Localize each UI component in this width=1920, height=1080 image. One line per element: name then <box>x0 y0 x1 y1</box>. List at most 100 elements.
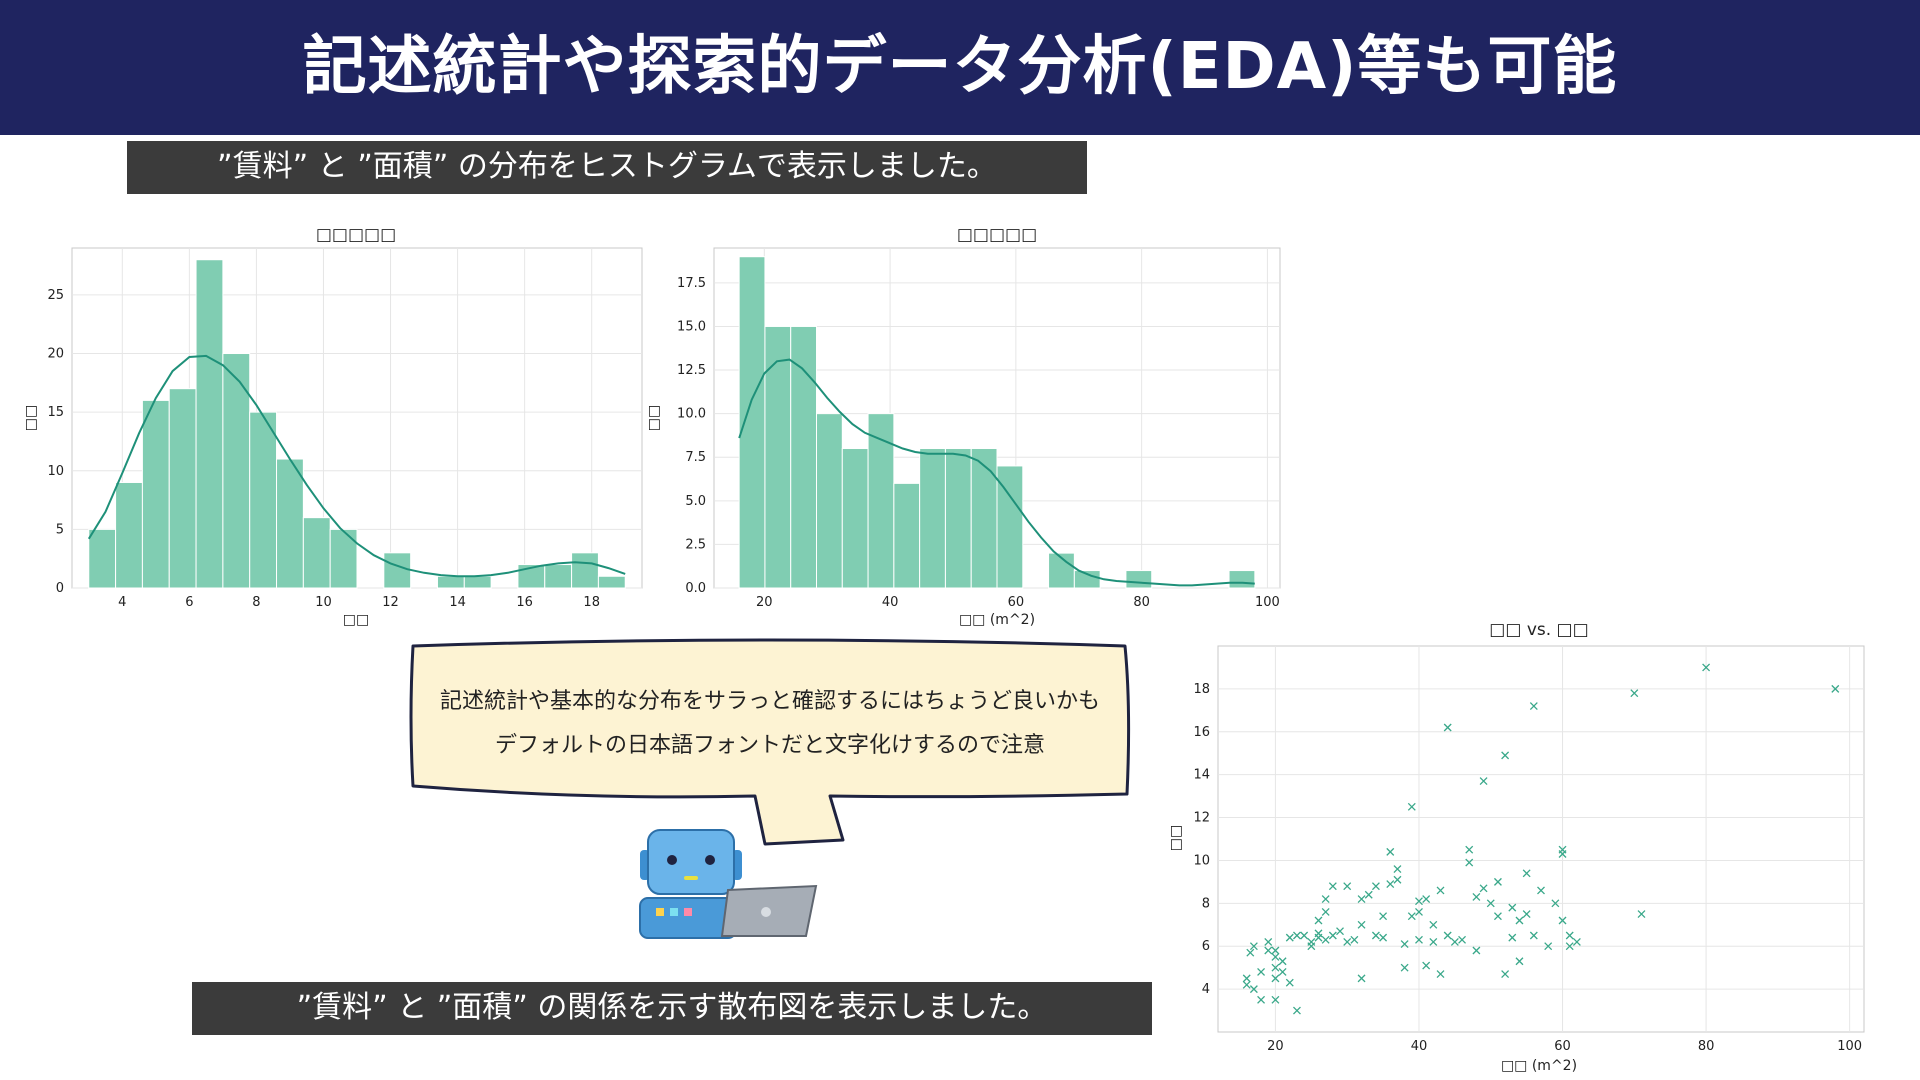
scatter-point <box>1246 948 1255 957</box>
scatter-point <box>1285 978 1294 987</box>
histogram-bar <box>276 458 304 589</box>
scatter-point <box>1493 912 1502 921</box>
scatter-point <box>1422 961 1431 970</box>
scatter-point <box>1572 937 1581 946</box>
scatter-marker-stroke <box>1271 946 1280 955</box>
scatter-marker-stroke <box>1436 886 1445 895</box>
scatter-point <box>1257 967 1266 976</box>
scatter-point <box>1278 957 1287 966</box>
scatter-marker-stroke <box>1493 912 1502 921</box>
x-tick-label: 60 <box>1554 1039 1571 1054</box>
histogram-bar <box>970 448 998 589</box>
y-tick-label: 2.5 <box>685 537 706 552</box>
scatter-point <box>1314 929 1323 938</box>
scatter-point <box>1429 920 1438 929</box>
histogram-bar <box>115 481 143 589</box>
scatter-marker-stroke <box>1422 895 1431 904</box>
scatter-point <box>1393 875 1402 884</box>
scatter-point <box>1271 963 1280 972</box>
scatter-point <box>1422 895 1431 904</box>
histogram-bar <box>302 517 331 589</box>
scatter-marker-stroke <box>1522 869 1531 878</box>
scatter-marker-stroke <box>1515 957 1524 966</box>
y-tick-label: 8 <box>1202 896 1210 911</box>
histogram-bar <box>944 448 972 589</box>
y-tick-label: 10 <box>1193 853 1210 868</box>
scatter-marker-stroke <box>1400 940 1409 949</box>
scatter-point <box>1831 684 1840 693</box>
scatter-marker-stroke <box>1314 929 1323 938</box>
histogram-bar <box>436 575 465 589</box>
scatter-marker-stroke <box>1285 933 1294 942</box>
scatter-marker-stroke <box>1257 995 1266 1004</box>
scatter-marker-stroke <box>1264 937 1273 946</box>
histogram-bar <box>383 552 412 589</box>
y-tick-label: 5.0 <box>685 494 706 509</box>
scatter-point <box>1493 877 1502 886</box>
histogram-bar <box>1125 570 1153 589</box>
scatter-point <box>1415 935 1423 944</box>
scatter-marker-stroke <box>1242 980 1251 989</box>
scatter-marker-stroke <box>1479 884 1488 893</box>
scatter-marker-stroke <box>1537 886 1545 895</box>
scatter-point <box>1328 882 1337 891</box>
histogram-bar <box>329 528 358 589</box>
scatter-point <box>1400 963 1409 972</box>
y-tick-label: 17.5 <box>677 276 706 291</box>
scatter-point <box>1350 935 1359 944</box>
x-tick-label: 20 <box>756 595 773 610</box>
histogram-bar <box>738 256 766 589</box>
x-tick-label: 80 <box>1133 595 1150 610</box>
scatter-marker-stroke <box>1465 858 1474 867</box>
scatter-point <box>1515 957 1524 966</box>
kde-curve <box>87 354 626 578</box>
scatter-marker-stroke <box>1350 935 1359 944</box>
x-tick-label: 8 <box>252 595 260 610</box>
scatter-marker-stroke <box>1508 933 1517 942</box>
y-tick-label: 14 <box>1193 768 1210 783</box>
scatter-point <box>1565 942 1574 951</box>
scatter-point <box>1314 916 1323 925</box>
scatter-marker-stroke <box>1393 875 1402 884</box>
scatter-point <box>1271 952 1280 961</box>
y-tick-label: 6 <box>1202 939 1210 954</box>
y-tick-label: 18 <box>1193 682 1210 697</box>
histogram-bar <box>88 528 117 589</box>
histogram-bar <box>790 325 818 589</box>
scatter-marker-stroke <box>1321 907 1330 916</box>
scatter-point <box>1264 946 1273 955</box>
scatter-point <box>1242 974 1251 983</box>
scatter-marker-stroke <box>1271 995 1280 1004</box>
scatter-marker-stroke <box>1246 948 1255 957</box>
scatter-point <box>1271 946 1280 955</box>
scatter-point <box>1328 931 1337 940</box>
scatter-marker-stroke <box>1465 845 1474 854</box>
scatter-marker-stroke <box>1321 935 1330 944</box>
scatter-point <box>1443 723 1452 732</box>
scatter-marker-stroke <box>1314 916 1323 925</box>
y-tick-label: 0.0 <box>685 581 706 596</box>
scatter-point <box>1522 869 1531 878</box>
scatter-point <box>1379 912 1388 921</box>
scatter-marker-stroke <box>1486 899 1495 908</box>
scatter-point <box>1379 933 1388 942</box>
histogram-bar <box>919 448 946 589</box>
scatter-point <box>1357 920 1366 929</box>
speech-line-1: 記述統計や基本的な分布をサラっと確認するにはちょうど良いかも <box>439 689 1100 714</box>
scatter-point <box>1249 985 1258 994</box>
scatter-marker-stroke <box>1357 974 1366 983</box>
scatter-marker-stroke <box>1249 942 1258 951</box>
histogram-bar <box>571 552 599 589</box>
scatter-marker-stroke <box>1551 899 1560 908</box>
scatter-marker-stroke <box>1371 931 1380 940</box>
scatter-marker-stroke <box>1328 931 1337 940</box>
chart-title: □□□□□ <box>957 225 1037 245</box>
scatter-point <box>1458 935 1467 944</box>
histogram-bar <box>195 259 224 589</box>
scatter-marker-stroke <box>1472 892 1481 901</box>
x-tick-label: 100 <box>1837 1039 1862 1054</box>
scatter-point <box>1529 931 1538 940</box>
y-tick-label: 4 <box>1202 982 1210 997</box>
scatter-point <box>1508 933 1517 942</box>
histogram-caption: ”賃料” と ”面積” の分布をヒストグラムで表示しました。 <box>127 141 1087 194</box>
